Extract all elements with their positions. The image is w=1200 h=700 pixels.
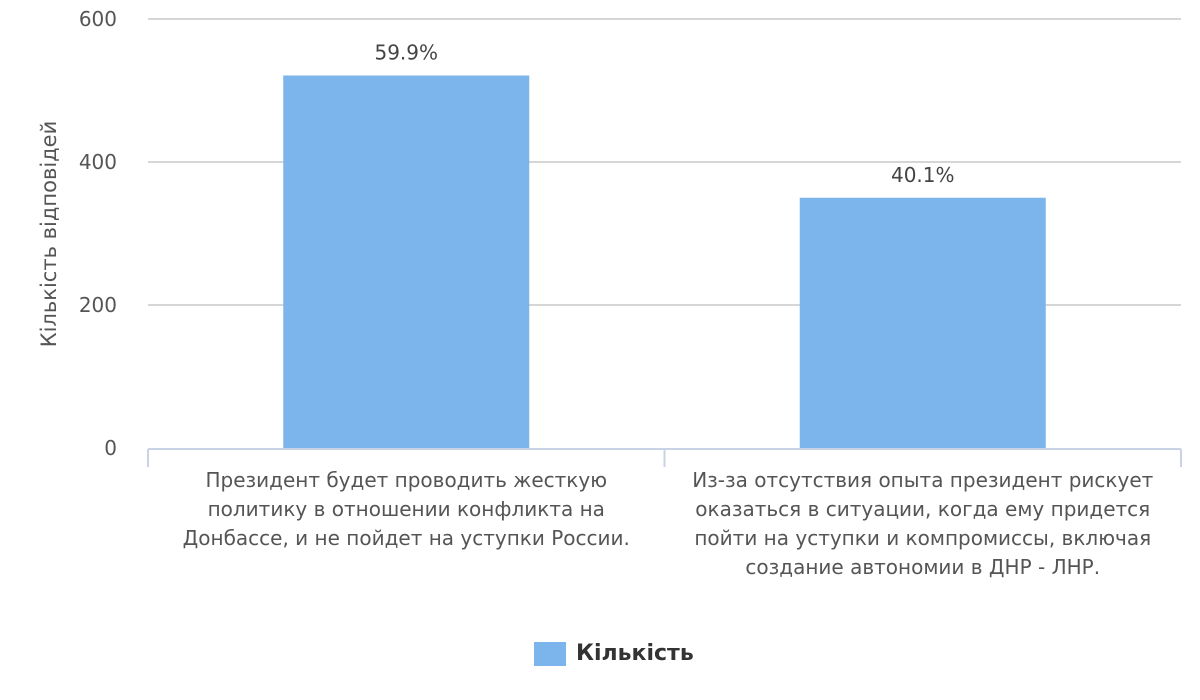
data-label: 59.9% [374,40,438,64]
y-tick-label: 200 [79,293,117,317]
x-category-label-line: пойти на уступки и компромиссы, включая [694,526,1152,550]
x-category-label-line: создание автономии в ДНР - ЛНР. [745,555,1101,579]
legend[interactable]: Кількість [534,641,694,666]
x-category-label-line: Донбассе, и не пойдет на уступки России. [182,526,630,550]
x-category-label-line: политику в отношении конфликта на [207,497,605,521]
y-axis-label: Кількість відповідей [37,121,61,348]
x-category-label-line: Президент будет проводить жесткую [205,468,608,492]
x-category-label-line: оказаться в ситуации, когда ему придется [695,497,1151,521]
data-labels: 59.9% 40.1% [374,40,954,186]
bar[interactable] [283,75,530,449]
x-axis [147,448,1182,467]
bars [283,75,1046,449]
legend-swatch [534,641,566,666]
legend-label: Кількість [576,641,694,666]
y-tick-label: 0 [104,436,117,460]
y-axis-ticks: 0 200 400 600 [79,7,117,460]
x-category-label: Из-за отсутствия опыта президент рискует… [673,466,1173,582]
x-category-label-line: Из-за отсутствия опыта президент рискует [692,468,1154,492]
y-tick-label: 400 [79,150,117,174]
y-tick-label: 600 [79,7,117,31]
bar[interactable] [799,197,1046,448]
x-category-label: Президент будет проводить жесткую политик… [156,466,656,553]
data-label: 40.1% [891,163,955,187]
